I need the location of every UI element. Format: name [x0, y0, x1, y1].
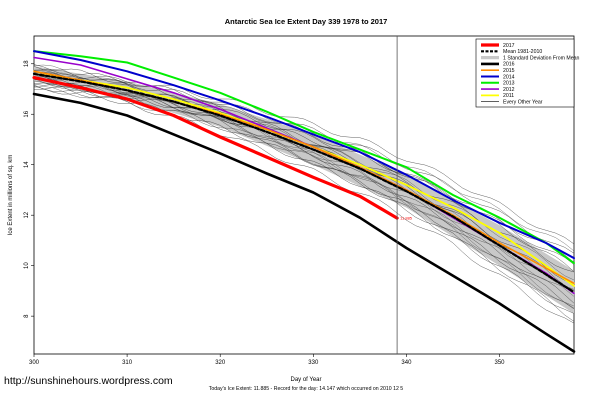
legend-label: 1 Standard Deviation From Mean [503, 55, 580, 61]
legend-label: 2015 [503, 68, 515, 74]
chart-title: Antarctic Sea Ice Extent Day 339 1978 to… [225, 17, 388, 26]
x-tick-label: 300 [29, 360, 40, 366]
series-line-2014 [33, 50, 575, 260]
background-year-line [33, 86, 575, 294]
legend-item: 2011 [481, 93, 514, 99]
legend-item: 2013 [481, 81, 515, 87]
background-year-line [33, 84, 575, 310]
y-tick-label: 12 [24, 211, 30, 218]
background-year-line [33, 68, 575, 307]
series-line-2017 [32, 76, 399, 220]
footer-record-text: Today's Ice Extent: 11.885 - Record for … [209, 386, 404, 392]
legend-item: 2012 [481, 87, 515, 93]
x-tick-label: 340 [401, 360, 412, 366]
legend-label: 2016 [503, 62, 515, 68]
y-tick-label: 18 [24, 60, 30, 67]
legend-item: 2017 [481, 43, 515, 49]
x-axis-label: Day of Year [290, 377, 321, 383]
legend-label: Mean 1981-2010 [503, 49, 542, 55]
y-axis: 8 10 12 14 16 18 [24, 60, 34, 318]
y-tick-label: 14 [24, 161, 30, 168]
legend-item: 2015 [481, 68, 515, 74]
highlighted-series-layer [32, 50, 576, 353]
legend-item: Mean 1981-2010 [481, 49, 542, 55]
legend-label: Every Other Year [503, 100, 543, 106]
x-tick-label: 330 [308, 360, 319, 366]
legend-label: 2011 [503, 93, 514, 99]
legend-item: 2014 [481, 74, 515, 80]
y-tick-label: 8 [24, 314, 30, 318]
y-tick-label: 10 [24, 262, 30, 269]
series-line-2013 [33, 50, 575, 265]
y-axis-label: Ice Extent in millions of sq. km [8, 155, 14, 236]
legend-label: 2012 [503, 87, 515, 93]
series-line-2016 [32, 92, 576, 353]
legend-label: 2014 [503, 74, 515, 80]
legend-item: 2016 [481, 62, 515, 68]
legend-item: 1 Standard Deviation From Mean [481, 55, 580, 61]
plot-frame [33, 35, 575, 355]
endpoint-value-label: 11.885 [400, 216, 413, 221]
background-year-line [33, 78, 575, 314]
watermark-url: http://sunshinehours.wordpress.com [4, 375, 173, 387]
background-year-line [33, 70, 575, 322]
plot-area: 11.885 [32, 35, 576, 355]
x-tick-label: 310 [122, 360, 133, 366]
x-tick-label: 320 [215, 360, 226, 366]
y-tick-label: 16 [24, 110, 30, 117]
series-line-mean-1981-2010 [32, 72, 576, 294]
x-axis: 300 310 320 330 340 350 [29, 354, 505, 366]
x-tick-label: 350 [495, 360, 506, 366]
background-year-line [33, 70, 575, 245]
background-year-line [33, 64, 575, 309]
legend-item: Every Other Year [481, 100, 543, 106]
legend-label: 2013 [503, 81, 515, 87]
legend-label: 2017 [503, 43, 515, 49]
